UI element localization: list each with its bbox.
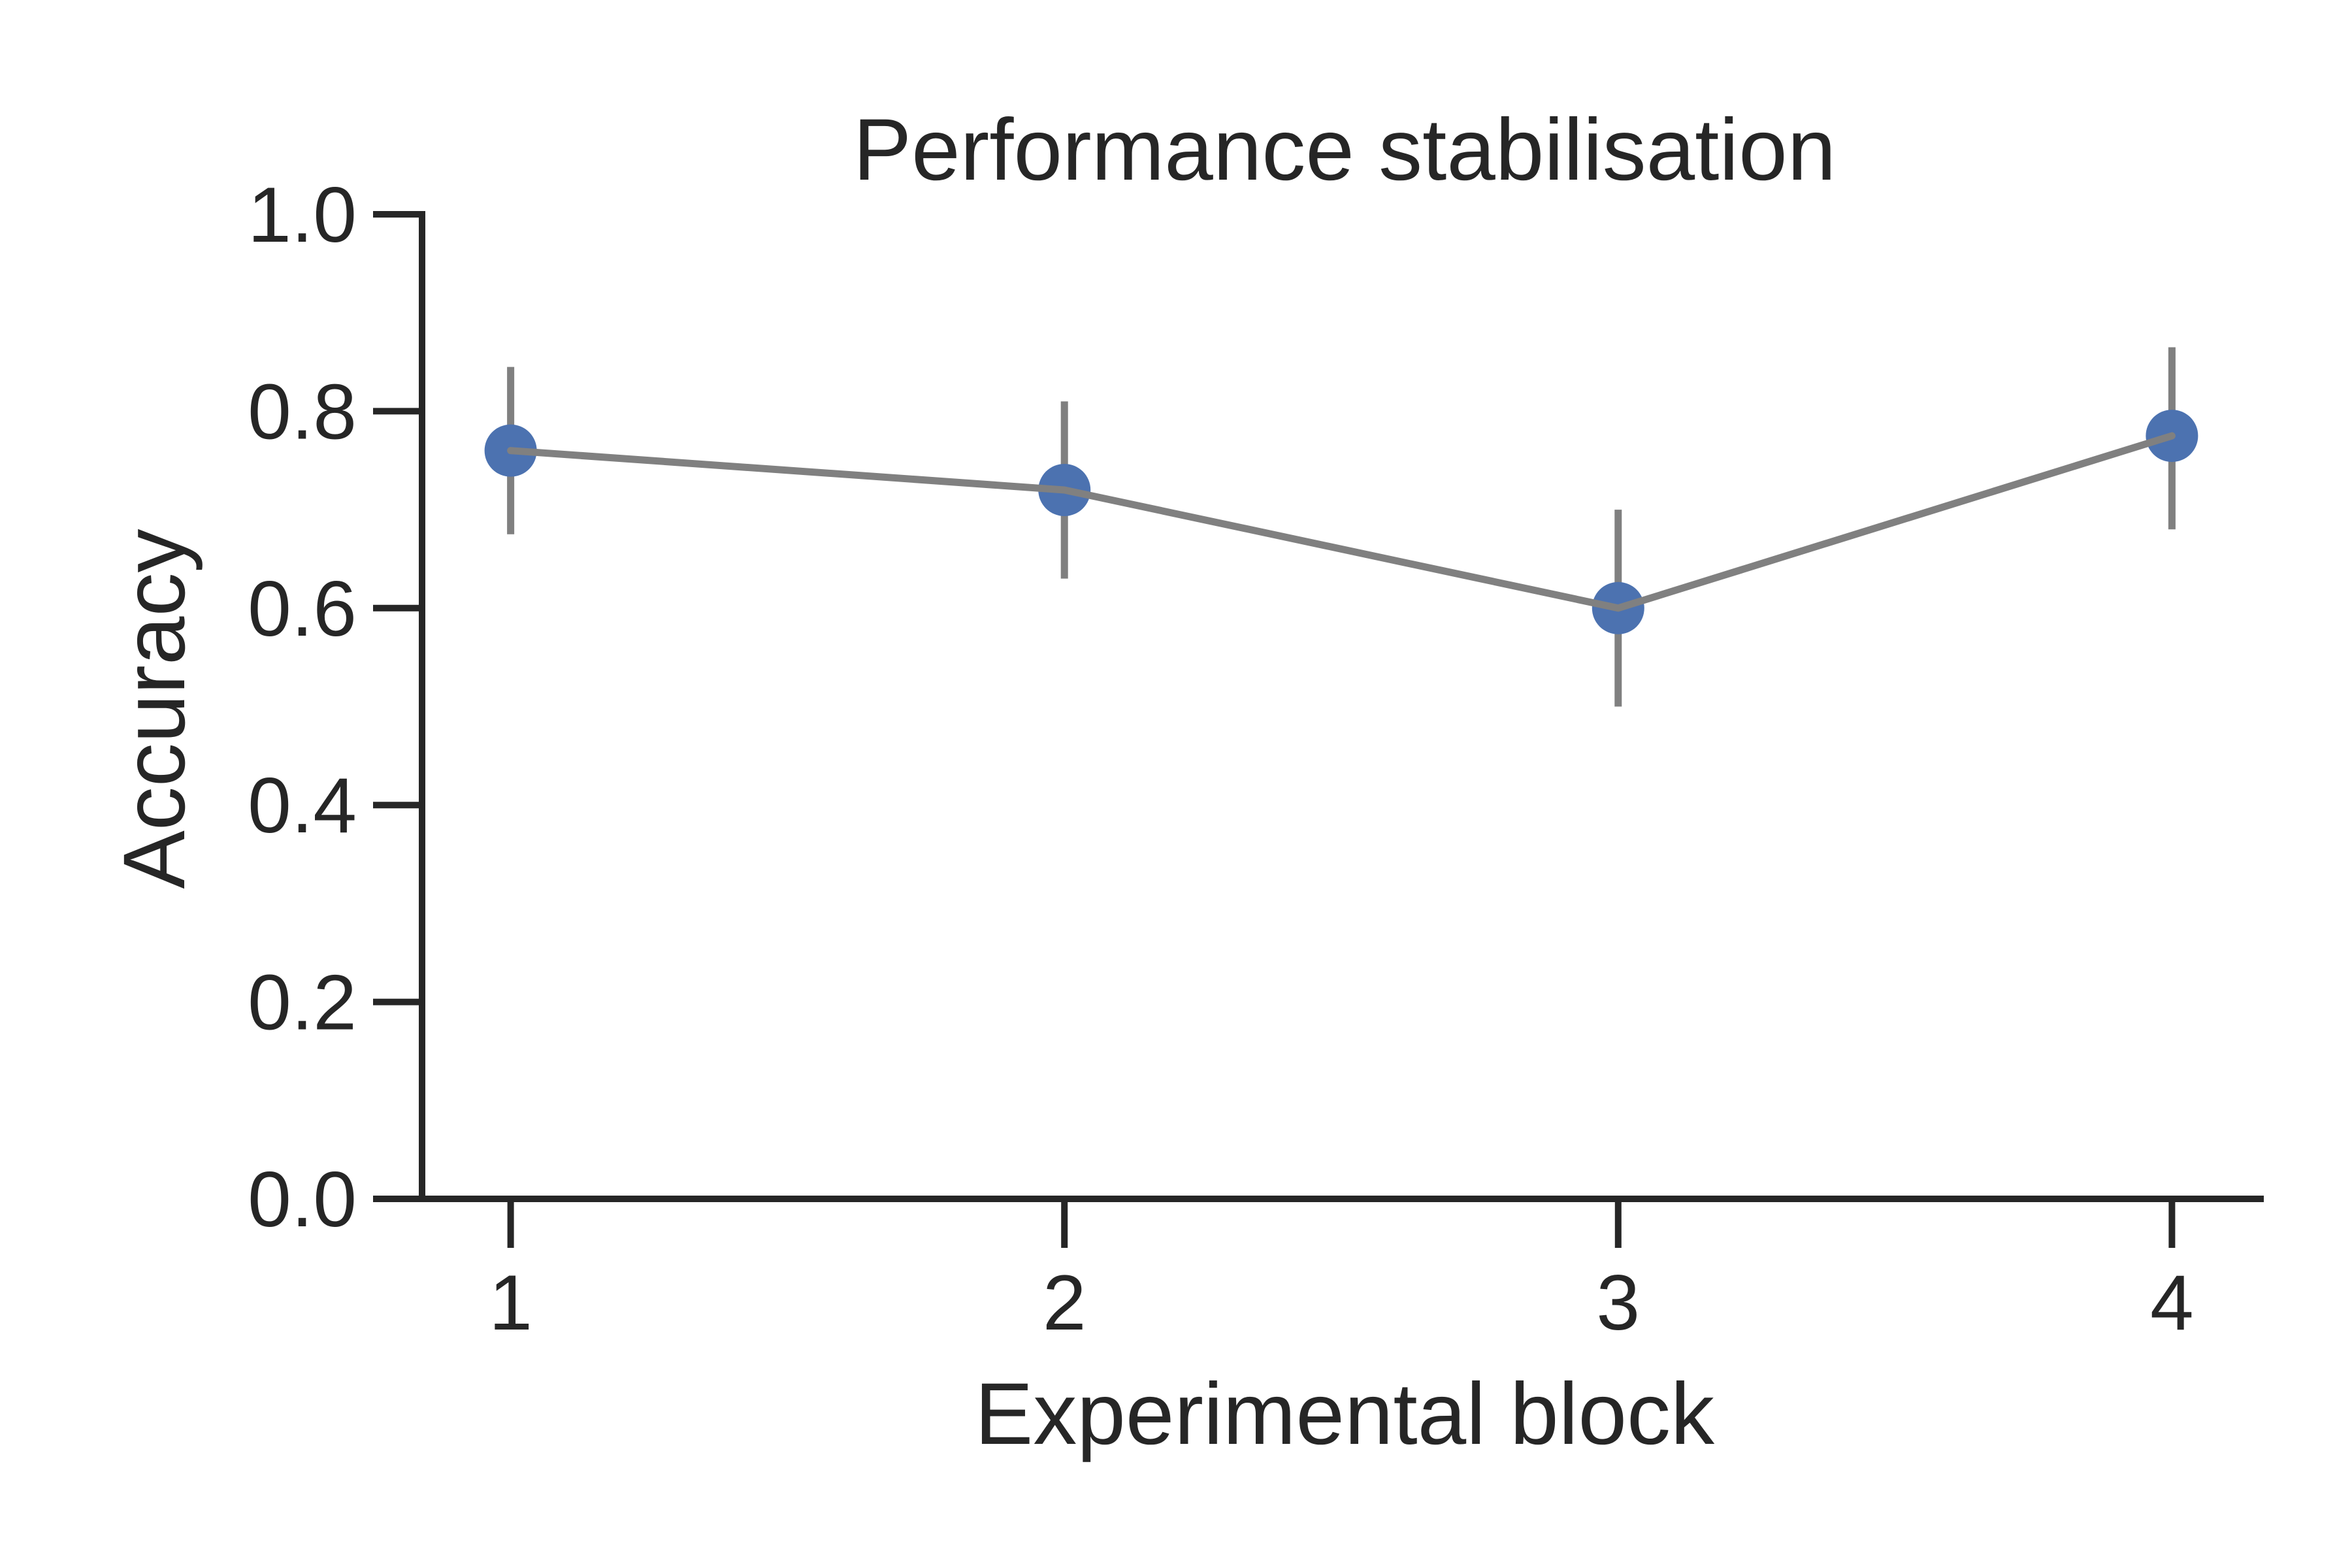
y-tick-label: 0.0 bbox=[248, 1156, 357, 1243]
y-axis-label: Accuracy bbox=[106, 529, 203, 889]
y-tick-label: 0.6 bbox=[248, 565, 357, 653]
x-tick-label: 1 bbox=[489, 1259, 532, 1347]
x-tick-label: 4 bbox=[2150, 1259, 2194, 1347]
plot-area: 0.0 0.2 0.4 0.6 0.8 1.0 1 2 3 4 bbox=[248, 171, 2264, 1347]
x-tick-label: 3 bbox=[1596, 1259, 1640, 1347]
series-line bbox=[507, 432, 2176, 612]
y-tick-label: 0.8 bbox=[248, 368, 357, 455]
y-tick-label: 0.2 bbox=[248, 959, 357, 1047]
x-tick-label: 2 bbox=[1043, 1259, 1086, 1347]
chart-title: Performance stabilisation bbox=[853, 101, 1837, 199]
y-tick-label: 1.0 bbox=[248, 171, 357, 259]
y-tick-label: 0.4 bbox=[248, 762, 357, 849]
x-axis-label: Experimental block bbox=[975, 1365, 1715, 1463]
